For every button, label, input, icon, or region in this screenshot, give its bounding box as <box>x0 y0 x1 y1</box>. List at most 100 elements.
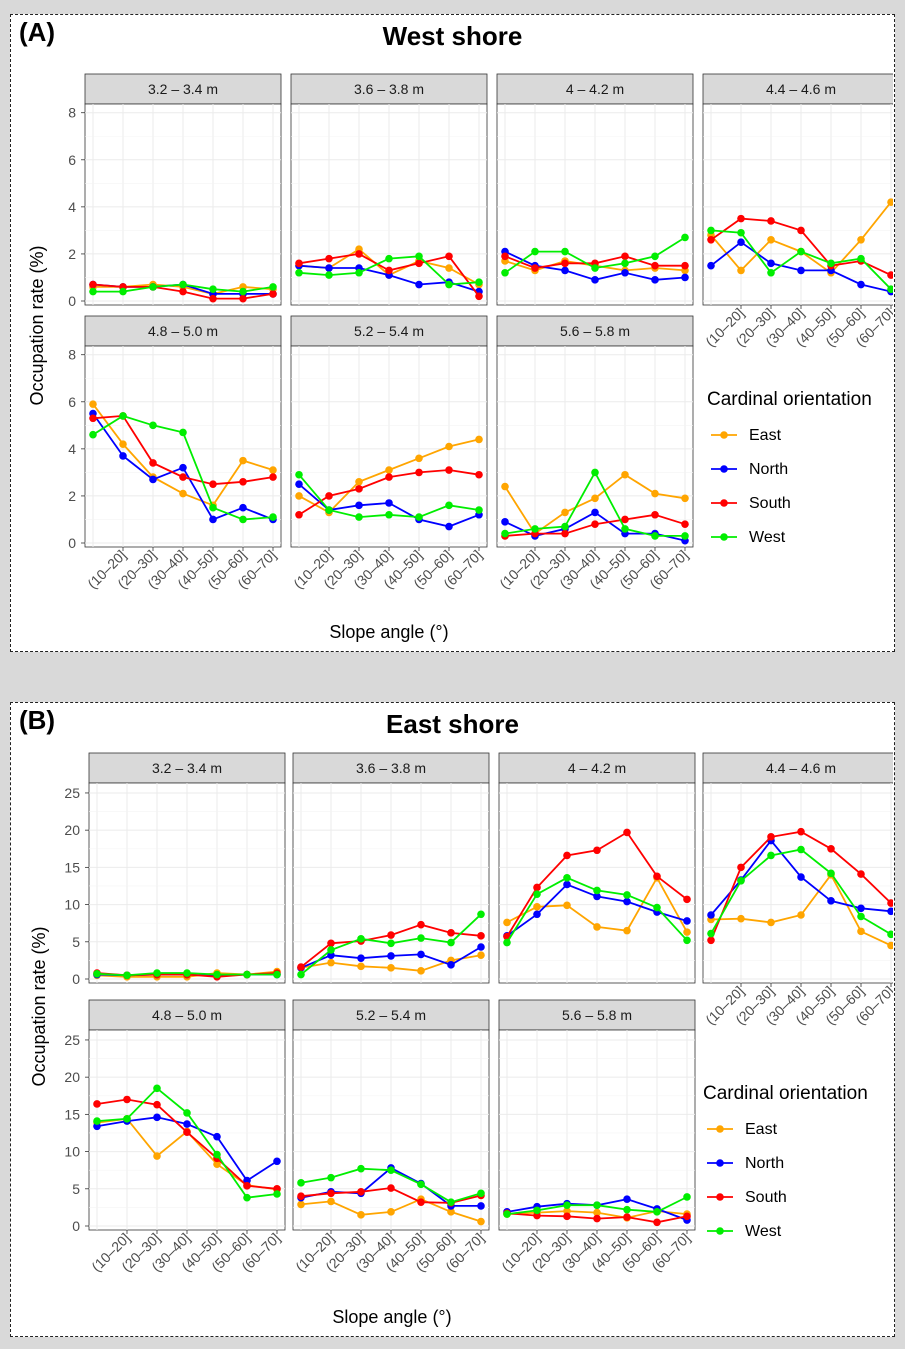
data-point-west <box>533 890 541 898</box>
data-point-west <box>477 1189 485 1198</box>
data-point-south <box>327 939 335 948</box>
legend-key-point <box>716 1227 724 1235</box>
data-point-east <box>445 442 453 451</box>
data-point-west <box>89 430 97 439</box>
facet-5: 4.8 – 5.0 m02468(10–20](20–30](30–40](40… <box>68 315 282 592</box>
data-point-east <box>593 923 601 931</box>
data-point-south <box>593 1214 601 1223</box>
facet-plot-area <box>702 782 893 984</box>
data-point-east <box>683 928 691 936</box>
y-tick-label: 20 <box>64 822 80 838</box>
data-point-south <box>681 520 689 528</box>
data-point-south <box>415 259 423 268</box>
data-point-south <box>325 492 333 500</box>
data-point-south <box>827 844 835 853</box>
facet-label: 3.6 – 3.8 m <box>356 760 426 776</box>
data-point-north <box>387 952 395 960</box>
data-point-west <box>857 254 865 263</box>
legend-label-north: North <box>749 461 788 478</box>
data-point-north <box>651 276 659 284</box>
data-point-west <box>653 903 661 912</box>
facet-strip <box>496 73 694 105</box>
facet-1: 3.2 – 3.4 m 0 5 10 15 20 25 <box>64 752 286 987</box>
legend: Cardinal orientation East North South West <box>703 1083 868 1240</box>
legend-label-east: East <box>749 427 782 444</box>
data-point-east <box>445 264 453 272</box>
data-point-south <box>415 468 423 477</box>
data-point-south <box>297 1192 305 1201</box>
chart-title: West shore <box>382 21 523 51</box>
data-point-west <box>415 252 423 261</box>
data-point-west <box>707 929 715 938</box>
data-point-north <box>209 515 217 524</box>
legend-label-east: East <box>745 1121 778 1138</box>
data-point-east <box>623 926 631 935</box>
data-point-west <box>797 247 805 256</box>
facet-7: 5.6 – 5.8 m(10–20](20–30](30–40](40–50](… <box>498 999 696 1275</box>
data-point-east <box>477 1217 485 1226</box>
data-point-west <box>447 938 455 947</box>
data-point-west <box>561 522 569 531</box>
data-point-south <box>797 827 805 836</box>
data-point-east <box>857 236 865 244</box>
data-point-east <box>591 494 599 503</box>
data-point-west <box>387 1166 395 1174</box>
y-tick-label: 0 <box>72 971 80 987</box>
data-point-west <box>477 910 485 919</box>
data-point-east <box>503 918 511 927</box>
data-point-south <box>149 459 157 467</box>
data-point-north <box>561 266 569 275</box>
data-point-north <box>385 499 393 507</box>
data-point-north <box>737 238 745 246</box>
data-point-east <box>153 1152 161 1160</box>
data-point-east <box>387 964 395 972</box>
data-point-west <box>651 532 659 540</box>
data-point-east <box>297 1200 305 1209</box>
facet-label: 3.6 – 3.8 m <box>354 81 424 97</box>
data-point-west <box>179 428 187 437</box>
facet-2: 3.6 – 3.8 m <box>292 752 490 984</box>
y-tick-label: 6 <box>68 394 76 410</box>
data-point-north <box>767 259 775 268</box>
data-point-south <box>179 287 187 296</box>
legend-key-point <box>716 1125 724 1133</box>
facet-strip <box>702 73 893 105</box>
data-point-south <box>447 929 455 937</box>
data-point-west <box>531 247 539 256</box>
data-point-south <box>531 264 539 272</box>
data-point-east <box>767 236 775 244</box>
data-point-west <box>593 1201 601 1209</box>
data-point-north <box>153 1113 161 1122</box>
data-point-west <box>183 1109 191 1117</box>
data-point-west <box>273 1190 281 1198</box>
data-point-south <box>243 1182 251 1190</box>
data-point-east <box>563 901 571 910</box>
data-point-west <box>827 259 835 268</box>
facet-label: 5.2 – 5.4 m <box>356 1007 426 1023</box>
facet-strip <box>292 999 490 1031</box>
data-point-west <box>653 1208 661 1216</box>
data-point-south <box>239 294 247 303</box>
data-point-south <box>767 833 775 841</box>
data-point-north <box>273 1157 281 1166</box>
data-point-west <box>561 247 569 256</box>
data-point-east <box>89 400 97 408</box>
data-point-east <box>737 266 745 275</box>
data-point-west <box>475 278 483 286</box>
data-point-south <box>417 920 425 929</box>
data-point-west <box>563 1201 571 1209</box>
data-point-west <box>325 271 333 279</box>
data-point-north <box>119 452 127 460</box>
facet-strip <box>292 752 490 784</box>
data-point-west <box>563 873 571 882</box>
legend-label-south: South <box>749 495 791 512</box>
data-point-north <box>681 273 689 282</box>
panel-west-shore: (A) West shore 3.2 – 3.4 m 0 2 4 6 8 3.6 – 3.8… <box>10 14 895 652</box>
facet-plot-area <box>702 103 893 306</box>
data-point-north <box>445 522 453 531</box>
legend-title: Cardinal orientation <box>707 389 872 410</box>
data-point-west <box>269 513 277 521</box>
data-point-east <box>561 508 569 517</box>
y-tick-label: 15 <box>64 859 80 875</box>
data-point-north <box>501 518 509 526</box>
